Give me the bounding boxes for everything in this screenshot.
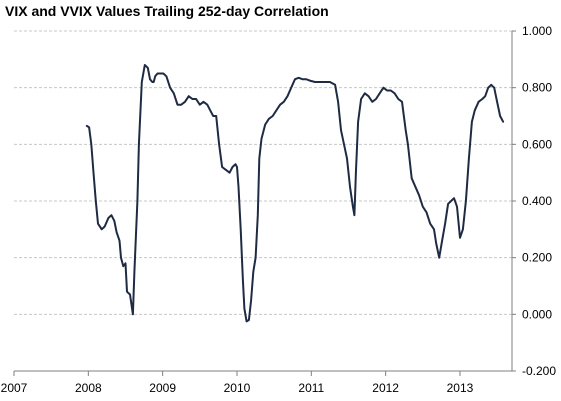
x-tick-label: 2007 [1, 381, 28, 395]
x-tick-label: 2008 [75, 381, 102, 395]
x-tick-label: 2012 [372, 381, 399, 395]
y-tick-label: 1.000 [522, 24, 552, 38]
y-tick-label: 0.800 [522, 81, 552, 95]
y-tick-label: 0.200 [522, 251, 552, 265]
y-tick-label: 0.400 [522, 194, 552, 208]
series-layer [85, 64, 505, 323]
x-tick-label: 2010 [224, 381, 251, 395]
gridlines [14, 30, 512, 372]
x-tick-label: 2011 [298, 381, 324, 395]
y-tick-label: 0.600 [522, 137, 552, 151]
axes [13, 30, 516, 376]
y-tick-label: -0.200 [522, 364, 556, 378]
x-tick-label: 2009 [149, 381, 176, 395]
series-line-0 [85, 64, 505, 323]
x-tick-label: 2013 [447, 381, 474, 395]
chart-title: VIX and VVIX Values Trailing 252-day Cor… [5, 3, 329, 19]
y-tick-label: 0.000 [522, 307, 552, 321]
tick-labels: 1.000 0.800 0.600 0.400 0.200 0.000 -0.200 2007… [1, 24, 557, 395]
